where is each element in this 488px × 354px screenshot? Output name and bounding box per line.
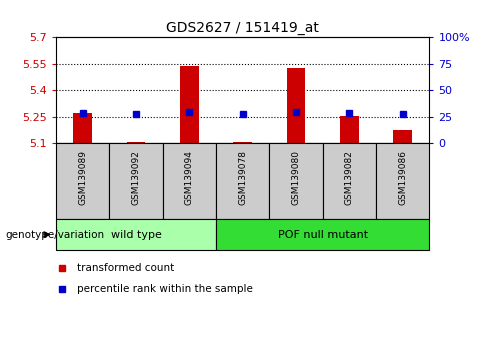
Text: GSM139082: GSM139082 — [345, 150, 354, 205]
Bar — [233, 142, 252, 143]
Text: GSM139089: GSM139089 — [78, 150, 87, 205]
Bar — [393, 130, 412, 143]
Text: wild type: wild type — [111, 229, 162, 240]
Bar — [376, 143, 429, 219]
Title: GDS2627 / 151419_at: GDS2627 / 151419_at — [166, 21, 319, 35]
Text: GSM139078: GSM139078 — [238, 150, 247, 205]
Text: GSM139080: GSM139080 — [292, 150, 301, 205]
Bar — [216, 219, 429, 250]
Bar — [163, 143, 216, 219]
Bar — [269, 143, 323, 219]
Bar — [56, 143, 109, 219]
Bar — [180, 66, 199, 143]
Text: genotype/variation: genotype/variation — [5, 229, 104, 240]
Text: transformed count: transformed count — [77, 263, 174, 273]
Bar — [323, 143, 376, 219]
Bar — [109, 143, 163, 219]
Text: percentile rank within the sample: percentile rank within the sample — [77, 284, 253, 295]
Bar — [74, 113, 92, 143]
Text: GSM139094: GSM139094 — [185, 150, 194, 205]
Bar — [287, 68, 305, 143]
Bar — [340, 116, 359, 143]
Text: POF null mutant: POF null mutant — [278, 229, 368, 240]
Text: GSM139092: GSM139092 — [132, 150, 141, 205]
Text: GSM139086: GSM139086 — [398, 150, 407, 205]
Bar — [216, 143, 269, 219]
Bar — [127, 142, 145, 143]
Bar — [56, 219, 216, 250]
